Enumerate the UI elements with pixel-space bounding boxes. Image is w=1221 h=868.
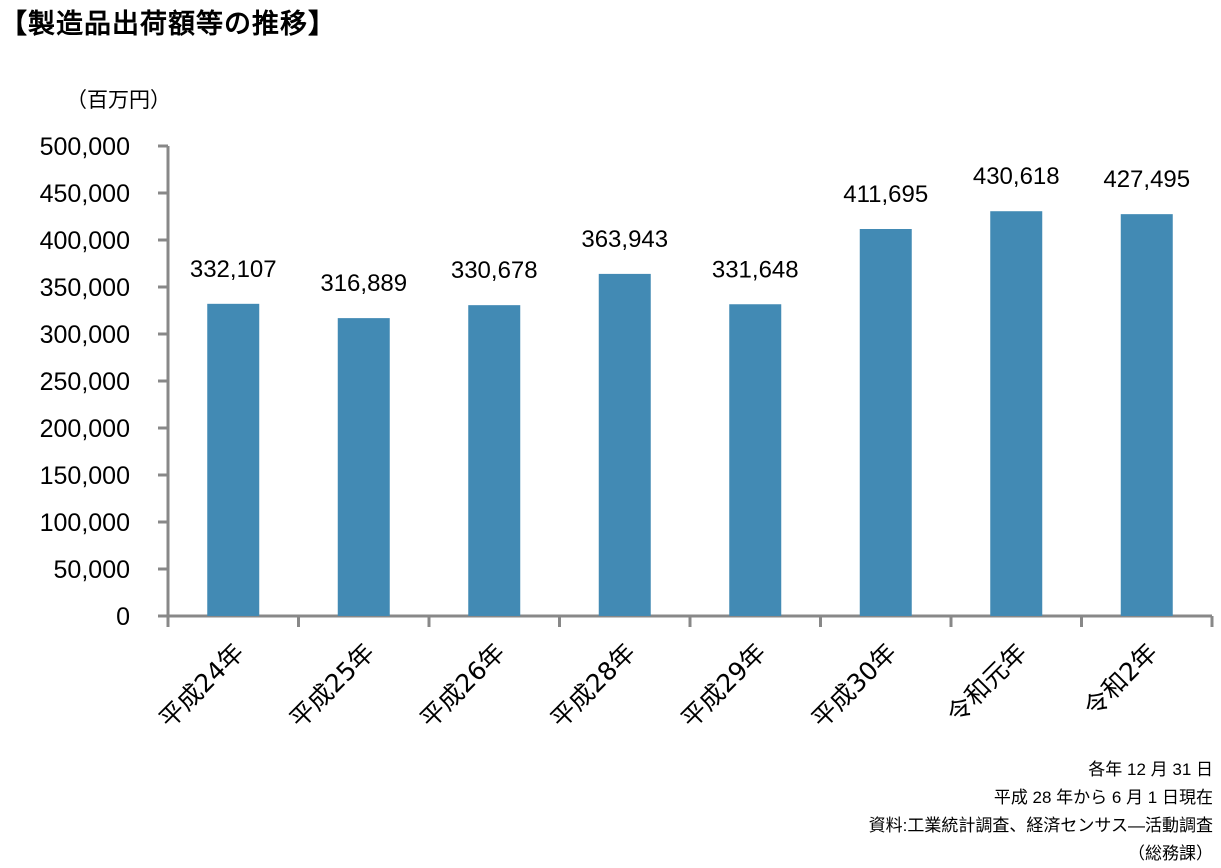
source-notes: 各年 12 月 31 日 平成 28 年から 6 月 1 日現在 資料:工業統計…: [869, 756, 1213, 868]
y-tick-label: 0: [116, 603, 130, 631]
data-label: 330,678: [451, 257, 538, 284]
bar: [337, 318, 390, 616]
y-axis-unit-label: （百万円）: [66, 88, 171, 112]
bar: [207, 303, 260, 616]
data-label: 331,648: [712, 256, 799, 283]
y-tick-label: 200,000: [40, 415, 130, 443]
x-tick-label: 平成29年: [675, 638, 771, 734]
x-tick-label: 平成25年: [284, 638, 380, 734]
data-label: 427,495: [1103, 166, 1190, 193]
y-tick-label: 450,000: [40, 180, 130, 208]
bar: [729, 304, 782, 616]
y-tick-label: 300,000: [40, 321, 130, 349]
data-label: 430,618: [973, 163, 1060, 190]
y-tick-label: 150,000: [40, 462, 130, 490]
x-tick-label: 平成30年: [806, 638, 902, 734]
data-label: 332,107: [190, 256, 277, 283]
note-department: （総務課）: [1128, 844, 1213, 863]
bar: [859, 229, 912, 616]
y-tick-label: 400,000: [40, 227, 130, 255]
bar: [598, 273, 651, 616]
y-tick-label: 350,000: [40, 274, 130, 302]
bar: [1120, 214, 1173, 616]
y-tick-label: 500,000: [40, 133, 130, 161]
data-label: 411,695: [843, 181, 928, 208]
x-tick-label: 平成26年: [414, 638, 510, 734]
x-tick-label: 平成28年: [545, 638, 641, 734]
y-tick-label: 50,000: [54, 556, 130, 584]
bar: [468, 305, 521, 616]
note-date-change: 平成 28 年から 6 月 1 日現在: [993, 788, 1213, 807]
data-label: 316,889: [320, 270, 407, 297]
y-tick-label: 250,000: [40, 368, 130, 396]
bar: [990, 211, 1043, 616]
x-tick-label: 令和2年: [1078, 638, 1163, 723]
x-tick-label: 令和元年: [941, 638, 1032, 729]
y-tick-label: 100,000: [40, 509, 130, 537]
note-date: 各年 12 月 31 日: [1088, 760, 1213, 779]
data-label: 363,943: [581, 226, 668, 253]
chart-title: 【製造品出荷額等の推移】: [0, 9, 336, 40]
x-tick-label: 平成24年: [153, 638, 249, 734]
note-source: 資料:工業統計調査、経済センサス―活動調査: [868, 816, 1213, 835]
